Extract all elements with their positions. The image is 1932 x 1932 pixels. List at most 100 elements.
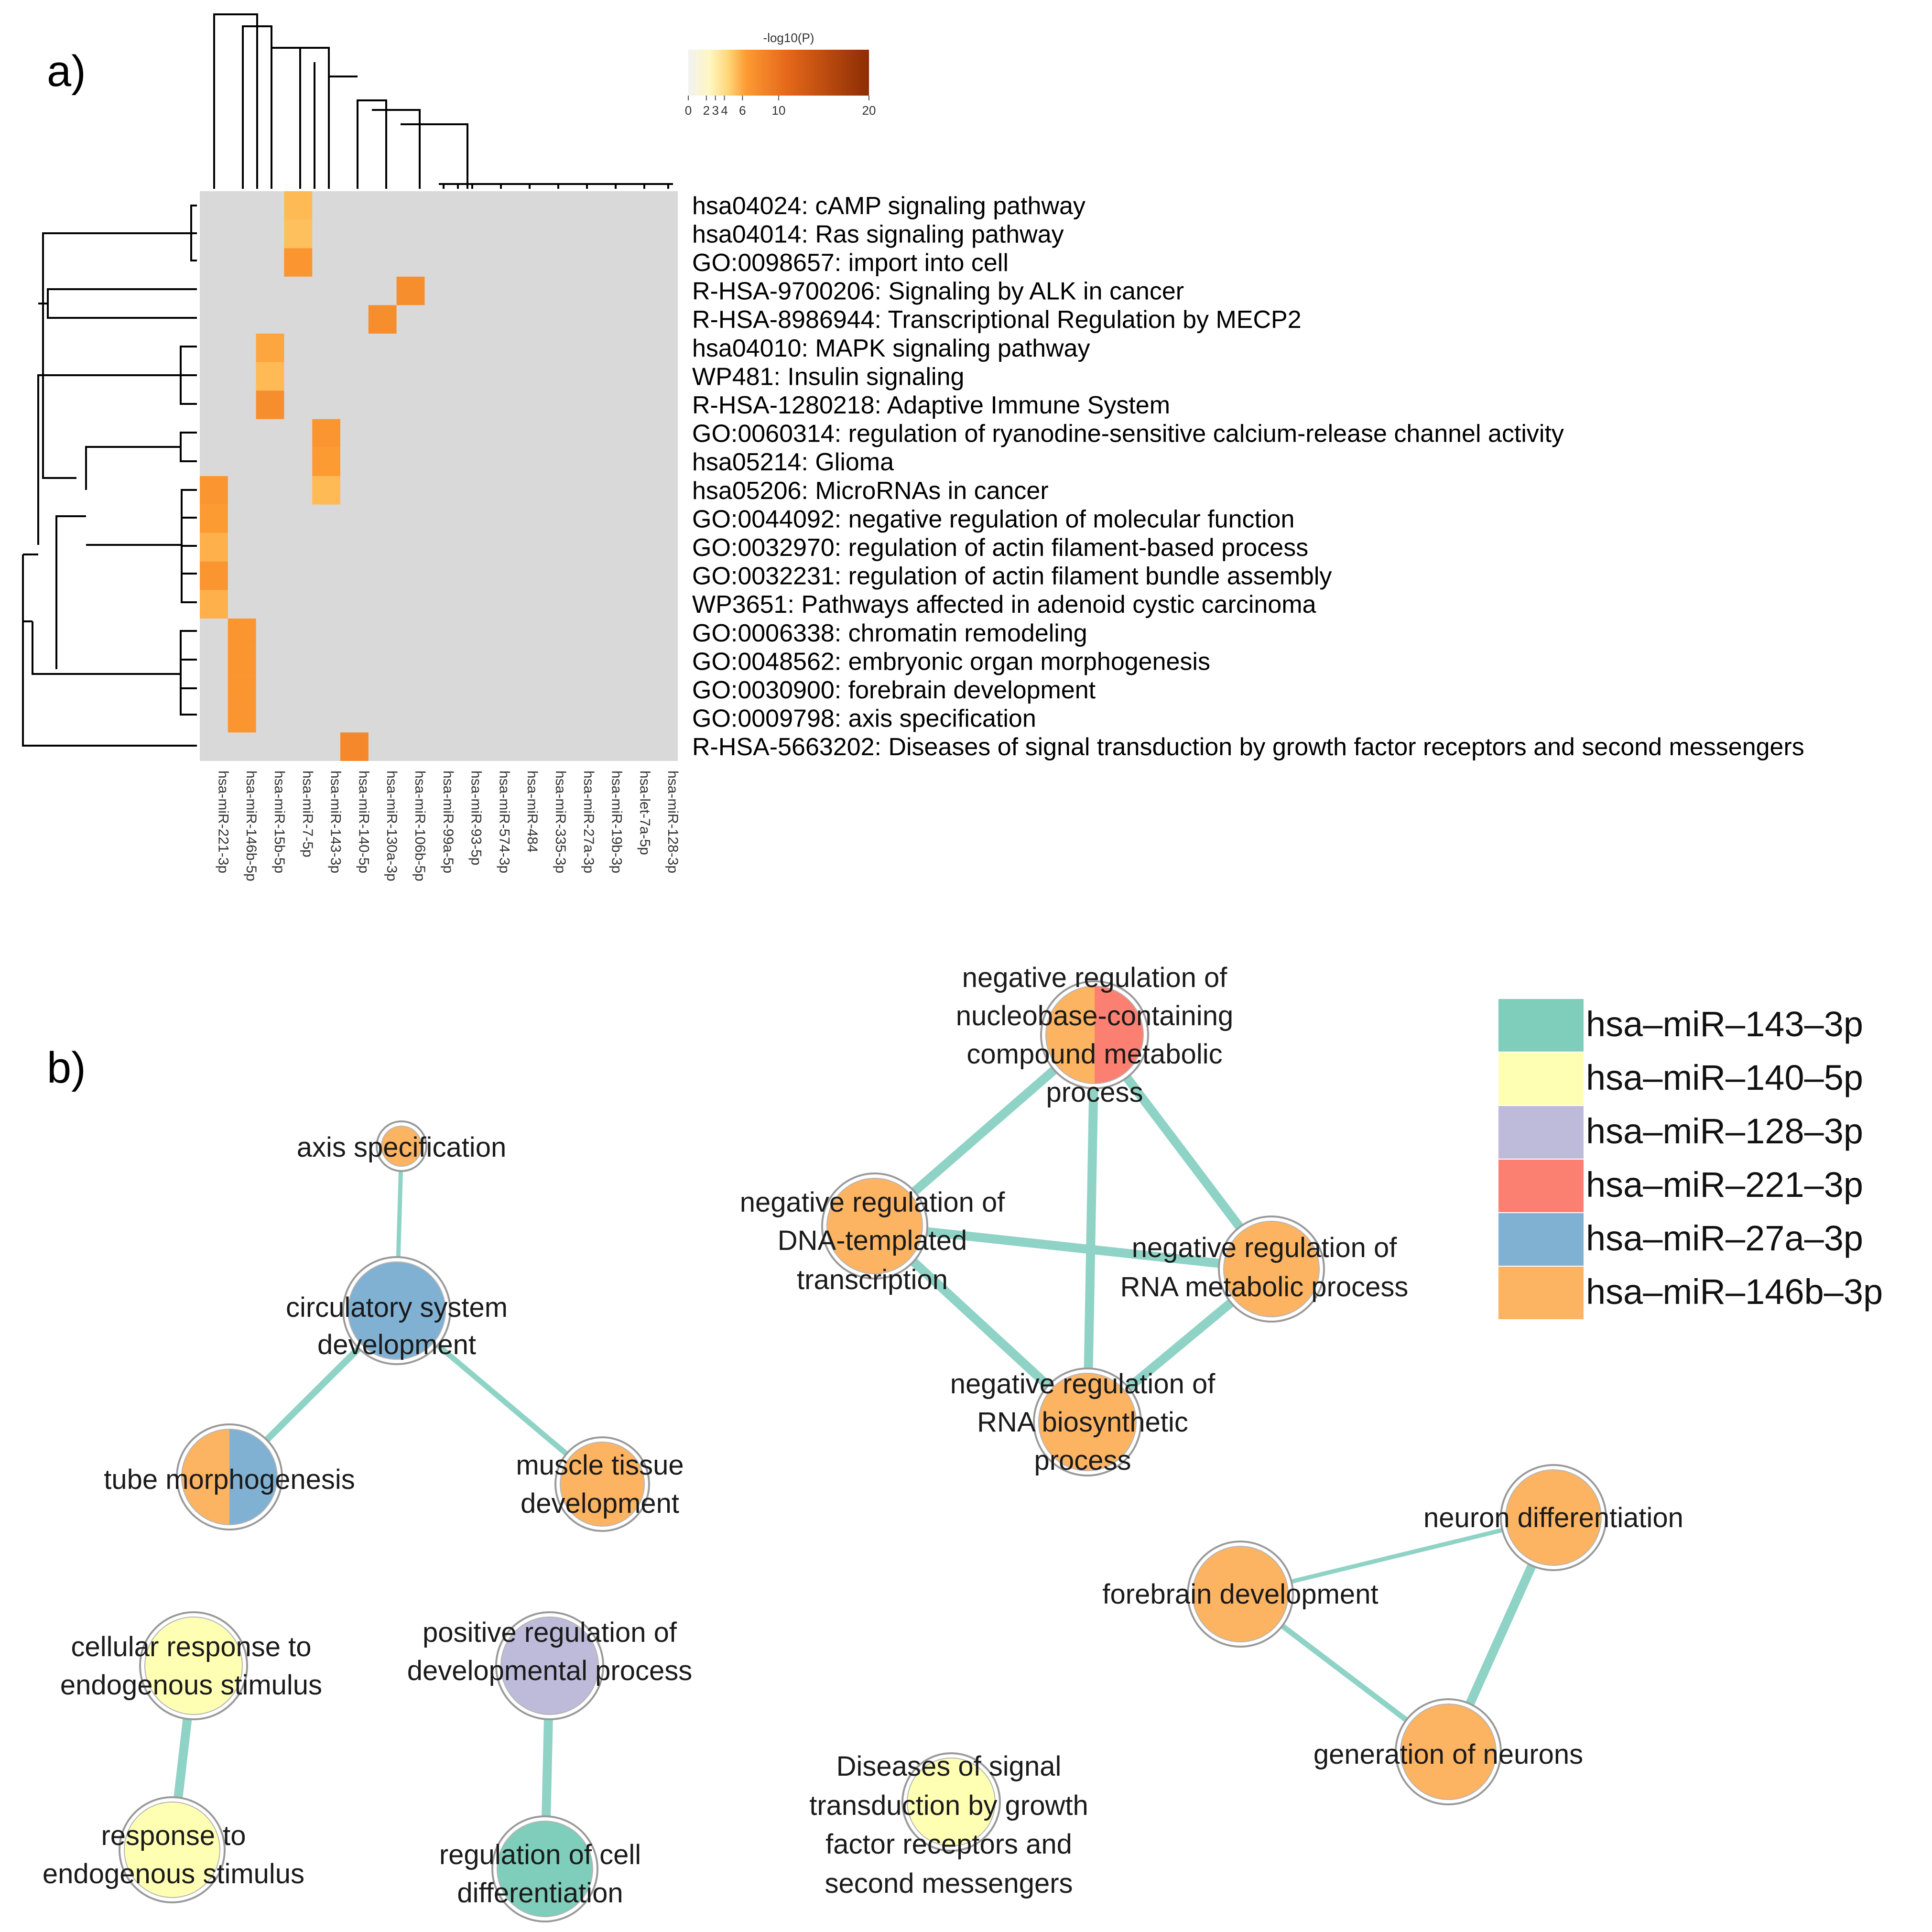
node-fill-left xyxy=(182,1429,229,1525)
node-resp[interactable] xyxy=(119,1796,226,1903)
row-label: WP481: Insulin signaling xyxy=(692,363,964,391)
heatmap-chart: hsa04024: cAMP signaling pathwayhsa04014… xyxy=(22,13,1804,881)
row-label: R-HSA-5663202: Diseases of signal transd… xyxy=(692,733,1804,761)
network-edge xyxy=(1083,1034,1099,1422)
node-fill-right xyxy=(229,1429,277,1525)
row-label: R-HSA-8986944: Transcriptional Regulatio… xyxy=(692,306,1302,334)
node-regcell[interactable] xyxy=(491,1815,598,1922)
heatmap-cell xyxy=(396,276,425,305)
network-legend: hsa–miR–143–3p hsa–miR–140–5p hsa–miR–128–… xyxy=(1498,999,1883,1319)
node-fill xyxy=(1038,1373,1137,1471)
heatmap-cell xyxy=(256,334,284,362)
colorbar-tick-label: 3 xyxy=(712,103,718,118)
row-label: GO:0006338: chromatin remodeling xyxy=(692,619,1087,647)
node-neuron[interactable] xyxy=(1500,1464,1607,1571)
column-label: hsa-miR-15b-5p xyxy=(271,771,287,873)
node-label: response to xyxy=(101,1820,246,1851)
node-border xyxy=(1045,986,1144,1084)
node-label: positive regulation of xyxy=(423,1617,677,1648)
panel-a-label: a) xyxy=(47,47,86,96)
node-fill xyxy=(144,1617,243,1715)
column-label: hsa-miR-574-3p xyxy=(496,771,512,873)
heatmap-cells xyxy=(200,191,425,761)
column-label: hsa-miR-146b-5p xyxy=(243,771,259,881)
column-label: hsa-miR-221-3p xyxy=(215,771,231,873)
node-fill xyxy=(1223,1221,1320,1317)
colorbar-tick-label: 4 xyxy=(721,103,727,118)
node-cellresp[interactable] xyxy=(139,1611,248,1720)
node-tube[interactable] xyxy=(176,1423,283,1530)
panel-b-label: b) xyxy=(47,1043,86,1092)
node-label: neuron differentiation xyxy=(1423,1502,1683,1533)
node-fill xyxy=(907,1758,996,1846)
heatmap-cell xyxy=(200,561,228,590)
node-label: RNA biosynthetic xyxy=(977,1407,1188,1438)
node-rnamet[interactable] xyxy=(1218,1216,1325,1323)
heatmap-background xyxy=(200,191,678,761)
node-fill xyxy=(560,1442,645,1527)
column-label: hsa-miR-143-3p xyxy=(328,771,344,873)
heatmap-cell xyxy=(228,704,256,733)
legend-label: hsa–miR–221–3p xyxy=(1586,1165,1863,1205)
row-label: R-HSA-9700206: Signaling by ALK in cance… xyxy=(692,278,1184,305)
node-label: transduction by growth xyxy=(809,1790,1088,1821)
network-chart: axis specification circulatory system deve… xyxy=(43,962,1883,1922)
legend-label: hsa–miR–27a–3p xyxy=(1586,1218,1863,1258)
node-muscle[interactable] xyxy=(554,1436,650,1532)
node-label: Diseases of signal xyxy=(836,1751,1062,1782)
node-genneur[interactable] xyxy=(1395,1698,1502,1805)
column-label: hsa-miR-335-3p xyxy=(553,771,568,873)
node-rnabio[interactable] xyxy=(1033,1368,1142,1476)
node-fill xyxy=(1505,1469,1602,1566)
heatmap-cell xyxy=(340,732,369,761)
row-label: GO:0030900: forebrain development xyxy=(692,676,1096,704)
row-label: hsa04024: cAMP signaling pathway xyxy=(692,192,1085,220)
heatmap-cell xyxy=(228,619,256,647)
column-label: hsa-miR-128-3p xyxy=(665,771,681,873)
node-label: muscle tissue xyxy=(516,1450,684,1481)
heatmap-cell xyxy=(284,248,313,277)
row-label: R-HSA-1280218: Adaptive Immune System xyxy=(692,391,1170,419)
node-posreg[interactable] xyxy=(495,1611,604,1720)
node-fill xyxy=(1192,1546,1289,1642)
colorbar-tick-label: 2 xyxy=(703,103,710,118)
legend-swatch xyxy=(1498,1160,1584,1212)
heatmap-cell xyxy=(284,191,313,220)
node-fill xyxy=(124,1802,220,1898)
node-diseases[interactable] xyxy=(901,1752,1001,1852)
node-label: generation of neurons xyxy=(1313,1739,1583,1770)
node-label: negative regulation of xyxy=(1132,1232,1398,1263)
node-axis[interactable] xyxy=(376,1120,427,1172)
node-label: endogenous stimulus xyxy=(60,1670,322,1701)
row-label: GO:0098657: import into cell xyxy=(692,249,1009,277)
node-nucleo[interactable] xyxy=(1040,980,1149,1089)
heatmap-cell xyxy=(200,533,228,562)
node-dnatemp[interactable] xyxy=(821,1172,928,1280)
legend-swatch xyxy=(1498,1053,1584,1105)
column-label: hsa-miR-93-5p xyxy=(468,771,484,865)
node-label: axis specification xyxy=(297,1132,506,1163)
node-label: DNA-templated xyxy=(778,1225,967,1256)
row-label: GO:0044092: negative regulation of molec… xyxy=(692,505,1294,533)
node-fill xyxy=(381,1126,422,1167)
column-label: hsa-miR-106b-5p xyxy=(412,771,428,881)
heatmap-cell xyxy=(284,219,313,249)
node-label: developmental process xyxy=(407,1655,692,1686)
heatmap-cell xyxy=(200,504,228,533)
node-forebrain[interactable] xyxy=(1187,1541,1294,1648)
column-label: hsa-miR-19b-3p xyxy=(609,771,625,873)
node-border xyxy=(181,1429,278,1525)
node-label: process xyxy=(1046,1077,1143,1108)
row-label: hsa05214: Glioma xyxy=(692,448,894,476)
heatmap-cell xyxy=(256,391,284,419)
node-label: differentiation xyxy=(457,1878,623,1909)
row-label: GO:0048562: embryonic organ morphogenesi… xyxy=(692,648,1210,675)
heatmap-cell xyxy=(200,590,228,619)
column-label: hsa-miR-130a-3p xyxy=(384,771,400,881)
node-label: tube morphogenesis xyxy=(104,1464,355,1495)
colorbar-tick-label: 0 xyxy=(685,103,692,118)
colorbar-tick-label: 6 xyxy=(739,103,746,118)
row-label: WP3651: Pathways affected in adenoid cys… xyxy=(692,591,1316,619)
node-circ[interactable] xyxy=(342,1256,451,1365)
